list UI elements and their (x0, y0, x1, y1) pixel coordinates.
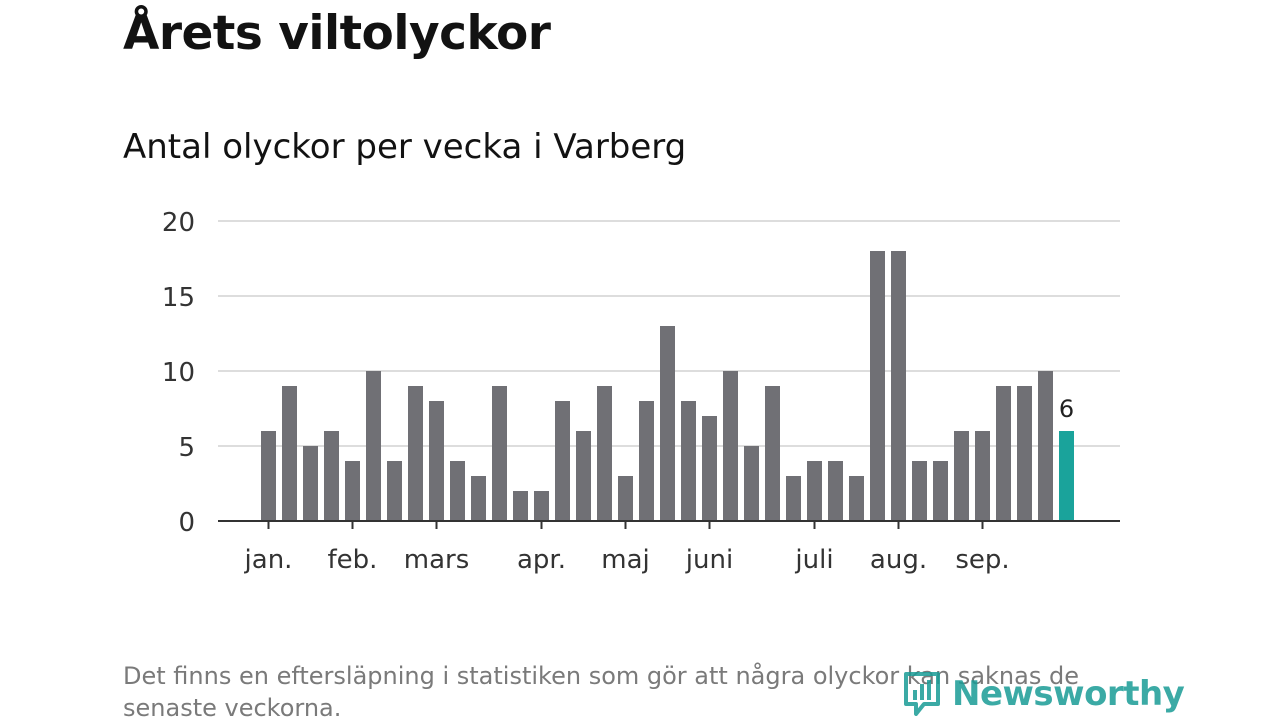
x-tick-label: apr. (517, 545, 566, 575)
bar (954, 431, 969, 521)
bar (786, 476, 801, 521)
bar (765, 386, 780, 521)
bar (828, 461, 843, 521)
x-tick-label: jan. (244, 545, 293, 575)
bar (933, 461, 948, 521)
chart-title: Årets viltolyckor (123, 6, 551, 61)
newsworthy-logo: Newsworthy (902, 668, 1185, 720)
bar (555, 401, 570, 521)
bar (660, 326, 675, 521)
bar (597, 386, 612, 521)
x-tick-label: juli (794, 545, 833, 575)
bar (723, 371, 738, 521)
y-tick-label: 10 (162, 358, 195, 388)
bar (870, 251, 885, 521)
bar (324, 431, 339, 521)
bar (744, 446, 759, 521)
bar (303, 446, 318, 521)
bar (1017, 386, 1032, 521)
logo-text: Newsworthy (952, 674, 1185, 714)
x-tick-label: maj (601, 545, 649, 575)
bar (366, 371, 381, 521)
x-tick-label: feb. (328, 545, 378, 575)
bar (639, 401, 654, 521)
bar (429, 401, 444, 521)
bars (261, 251, 1074, 521)
bar (282, 386, 297, 521)
bar (1038, 371, 1053, 521)
bar (618, 476, 633, 521)
bar (681, 401, 696, 521)
y-tick-label: 20 (162, 208, 195, 238)
x-axis (218, 520, 1120, 529)
footnote: Det finns en eftersläpning i statistiken… (123, 662, 1079, 722)
data-labels: 6 (1059, 395, 1074, 423)
bar (702, 416, 717, 521)
bar (261, 431, 276, 521)
bar-current-week (1059, 431, 1074, 521)
bar (975, 431, 990, 521)
bar (912, 461, 927, 521)
y-tick-label: 15 (162, 283, 195, 313)
bar (891, 251, 906, 521)
x-tick-label: aug. (870, 545, 927, 575)
y-axis-tick-labels: 20 15 10 5 0 (162, 208, 195, 538)
chart-subtitle: Antal olyckor per vecka i Varberg (123, 127, 687, 167)
bar (471, 476, 486, 521)
bar (450, 461, 465, 521)
x-axis-tick-labels: jan. feb. mars apr. maj juni juli aug. sep. (244, 545, 1010, 575)
y-tick-label: 5 (178, 433, 195, 463)
bar (492, 386, 507, 521)
newsworthy-chart-icon (904, 672, 940, 716)
x-tick-label: juni (685, 545, 733, 575)
bar (849, 476, 864, 521)
bar (513, 491, 528, 521)
bar (408, 386, 423, 521)
bar-chart: 20 15 10 5 0 jan. feb. mars apr. maj juni juli aug.… (162, 208, 1120, 575)
bar (534, 491, 549, 521)
data-label-current-week: 6 (1059, 395, 1074, 423)
x-tick-label: mars (404, 545, 470, 575)
bar (345, 461, 360, 521)
bar (387, 461, 402, 521)
bar (807, 461, 822, 521)
y-tick-label: 0 (178, 508, 195, 538)
bar (576, 431, 591, 521)
x-tick-label: sep. (955, 545, 1009, 575)
bar (996, 386, 1011, 521)
